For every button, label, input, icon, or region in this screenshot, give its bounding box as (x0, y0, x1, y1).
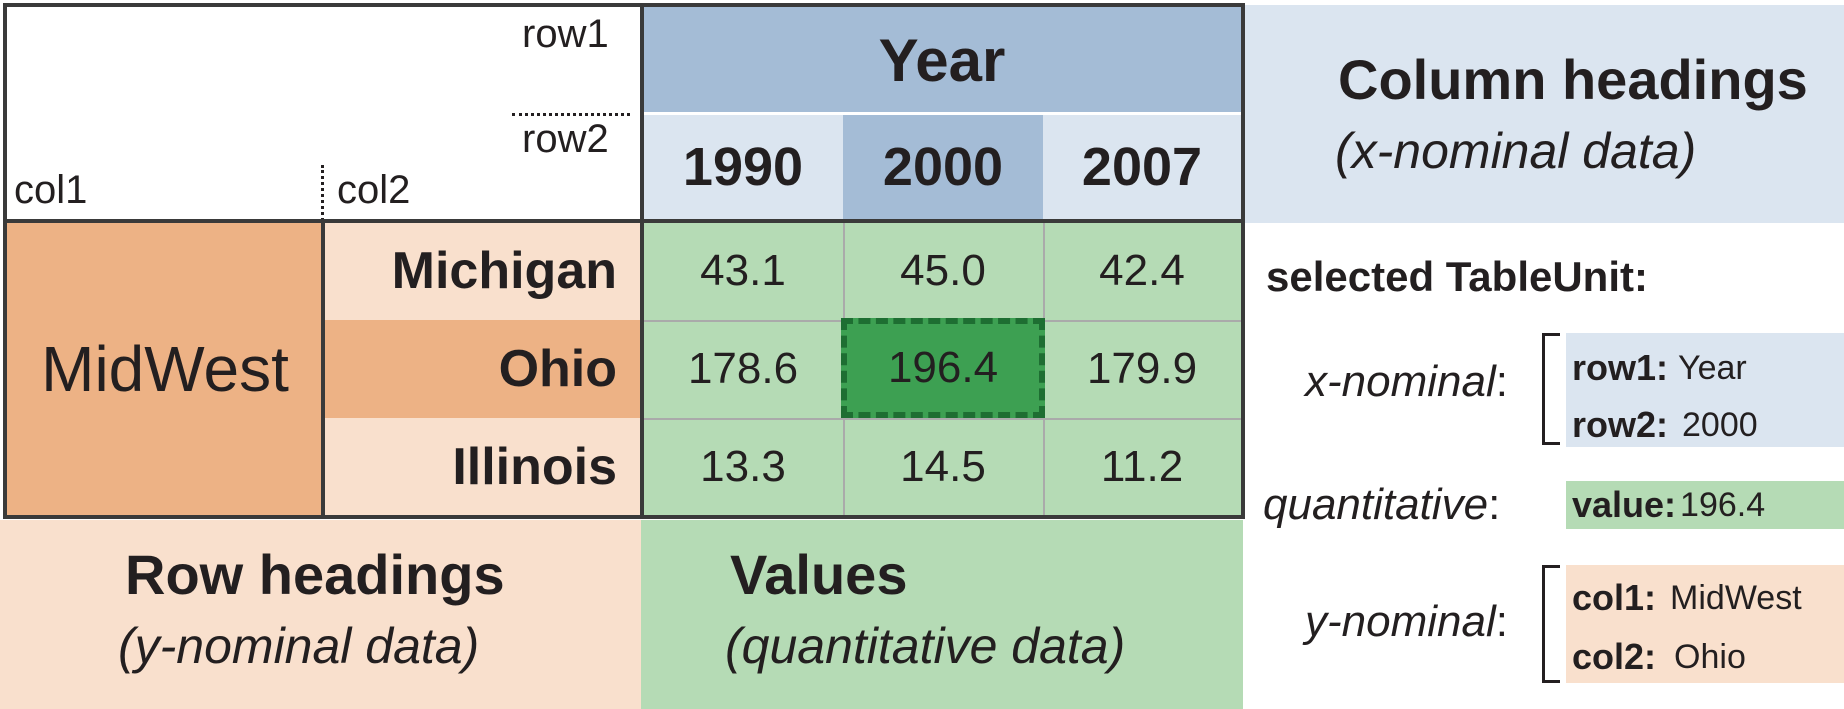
values-title: Values (730, 543, 908, 606)
selected-value-cell: 196.4 (841, 318, 1045, 418)
x-nominal-bracket (1542, 333, 1560, 445)
year-header-cell: Year (643, 7, 1241, 114)
row-headings-subtitle: (y-nominal data) (118, 618, 480, 674)
value-cell: 45.0 (900, 246, 986, 295)
value-cell: 13.3 (700, 441, 786, 491)
row-heading-illinois: Illinois (323, 418, 643, 515)
midwest-label: MidWest (41, 332, 289, 405)
value-cell: 179.9 (1086, 344, 1198, 393)
column-heading-2000: 2000 (843, 114, 1043, 220)
value-cell: 14.5 (900, 441, 986, 491)
column-heading-2007: 2007 (1043, 114, 1241, 220)
y-nominal-bracket (1542, 565, 1560, 683)
value-cell: 43.1 (700, 246, 786, 295)
x-nominal-row2: row2: 2000 (1566, 403, 1844, 447)
column-headings-panel (1245, 5, 1844, 223)
quantitative-label: quantitative: (1263, 480, 1501, 529)
y-nominal-col1: col1: MidWest (1566, 565, 1844, 631)
column-headings-title: Column headings (1338, 48, 1808, 111)
column-headings-subtitle: (x-nominal data) (1335, 123, 1697, 179)
selected-tableunit-title: selected TableUnit: (1266, 253, 1648, 300)
column-heading-1990: 1990 (643, 114, 843, 220)
row-dotted-divider (512, 113, 630, 116)
headings-values-divider (640, 3, 644, 519)
y-nominal-label: y-nominal: (1305, 597, 1508, 646)
table-border (3, 3, 1245, 519)
year-header: Year (878, 27, 1006, 94)
row1-label: row1 (522, 12, 609, 56)
x-nominal-row1: row1: Year (1566, 333, 1844, 403)
row-heading-ohio: Ohio (323, 320, 643, 418)
row-headings-title: Row headings (125, 543, 505, 606)
value-cell: 42.4 (1099, 246, 1185, 295)
col-dotted-divider (321, 165, 324, 221)
header-body-divider (3, 219, 1245, 223)
row2-label: row2 (522, 117, 609, 161)
midwest-divider (321, 219, 325, 519)
col1-label: col1 (14, 168, 88, 212)
row-heading-michigan: Michigan (323, 222, 643, 320)
midwest-cell: MidWest (7, 222, 323, 515)
values-panel (641, 520, 1243, 709)
x-nominal-label: x-nominal: (1305, 357, 1508, 406)
col2-label: col2 (337, 168, 411, 212)
year-divider (643, 112, 1241, 115)
y-nominal-col2: col2: Ohio (1566, 631, 1844, 683)
quantitative-value: value: 196.4 (1566, 481, 1844, 529)
values-subtitle: (quantitative data) (725, 618, 1126, 674)
value-cell: 178.6 (687, 344, 799, 393)
grid-line-h2 (643, 418, 1241, 420)
value-cell: 11.2 (1100, 441, 1184, 491)
row-headings-panel (0, 520, 641, 709)
